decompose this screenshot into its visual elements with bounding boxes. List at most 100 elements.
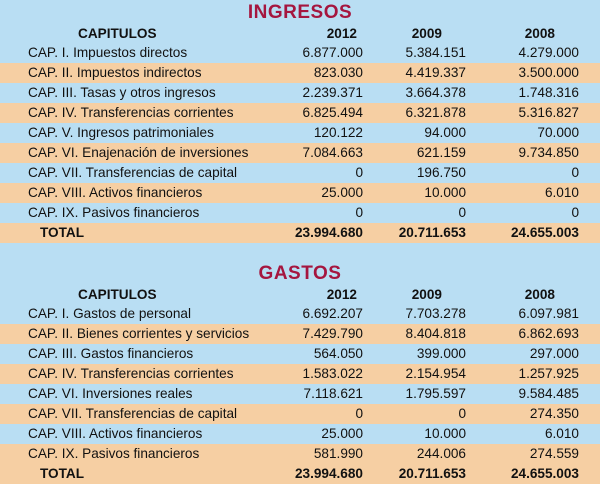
value-2008: 6.862.693 <box>518 326 579 341</box>
row-label: CAP. IV. Transferencias corrientes <box>28 366 234 381</box>
row-label: CAP. I. Impuestos directos <box>28 45 188 60</box>
header-2009: 2009 <box>411 287 442 302</box>
value-2008: 0 <box>571 205 579 220</box>
table-row: CAP. VIII. Activos financieros 25.000 10.0… <box>0 424 600 444</box>
value-2012: 7.118.621 <box>303 386 363 401</box>
value-2009: 8.404.818 <box>405 326 466 341</box>
total-2009: 20.711.653 <box>398 466 466 481</box>
table-row: CAP. V. Ingresos patrimoniales 120.122 94.… <box>0 123 600 143</box>
table-row: CAP. IV. Transferencias corrientes 6.825.… <box>0 103 600 123</box>
value-2009: 2.154.954 <box>405 366 466 381</box>
value-2009: 196.750 <box>416 165 466 180</box>
value-2012: 0 <box>355 406 363 421</box>
value-2009: 621.159 <box>416 145 466 160</box>
row-label: CAP. III. Tasas y otros ingresos <box>28 85 216 100</box>
value-2009: 0 <box>458 406 466 421</box>
value-2008: 6.010 <box>544 426 579 441</box>
value-2009: 399.000 <box>416 346 466 361</box>
header-2009: 2009 <box>411 26 442 41</box>
value-2008: 6.010 <box>544 185 579 200</box>
value-2012: 6.692.207 <box>302 306 363 321</box>
row-label: CAP. VI. Enajenación de inversiones <box>28 145 249 160</box>
row-label: CAP. II. Bienes corrientes y servicios <box>28 326 250 341</box>
total-2008: 24.655.003 <box>510 466 579 481</box>
value-2008: 1.257.925 <box>518 366 579 381</box>
value-2012: 0 <box>355 165 363 180</box>
header-capitulos: CAPITULOS <box>78 26 157 41</box>
value-2008: 274.350 <box>529 406 579 421</box>
table-row: CAP. VIII. Activos financieros 25.000 10.0… <box>0 183 600 203</box>
total-2012: 23.994.680 <box>294 466 363 481</box>
table-row: CAP. IX. Pasivos financieros 581.990 244.0… <box>0 444 600 464</box>
row-label: CAP. II. Impuestos indirectos <box>28 65 202 80</box>
table-row: CAP. VII. Transferencias de capital 0 0 274… <box>0 404 600 424</box>
row-label: CAP. VI. Inversiones reales <box>28 386 193 401</box>
row-label: CAP. IX. Pasivos financieros <box>28 446 200 461</box>
table-row: CAP. VI. Inversiones reales 7.118.621 1.79… <box>0 384 600 404</box>
table-row: CAP. VI. Enajenación de inversiones 7.084… <box>0 143 600 163</box>
value-2012: 1.583.022 <box>302 366 363 381</box>
value-2009: 10.000 <box>424 185 466 200</box>
value-2008: 274.559 <box>529 446 579 461</box>
value-2009: 10.000 <box>424 426 466 441</box>
value-2012: 25.000 <box>321 426 363 441</box>
value-2012: 564.050 <box>313 346 363 361</box>
table-row: CAP. I. Impuestos directos 6.877.000 5.384… <box>0 43 600 63</box>
value-2009: 244.006 <box>416 446 466 461</box>
row-label: CAP. IX. Pasivos financieros <box>28 205 200 220</box>
table-row: CAP. II. Bienes corrientes y servicios 7.… <box>0 324 600 344</box>
value-2009: 7.703.278 <box>405 306 466 321</box>
table-row: CAP. IV. Transferencias corrientes 1.583.… <box>0 364 600 384</box>
gastos-title: GASTOS <box>258 263 342 284</box>
row-label: CAP. IV. Transferencias corrientes <box>28 105 234 120</box>
value-2008: 297.000 <box>529 346 579 361</box>
value-2012: 7.084.663 <box>302 145 363 160</box>
value-2008: 3.500.000 <box>518 65 579 80</box>
header-2012: 2012 <box>326 26 357 41</box>
header-2012: 2012 <box>326 287 357 302</box>
row-label: CAP. V. Ingresos patrimoniales <box>28 125 214 140</box>
table-row: CAP. VII. Transferencias de capital 0 196.… <box>0 163 600 183</box>
value-2012: 6.877.000 <box>302 45 363 60</box>
value-2012: 2.239.371 <box>302 85 363 100</box>
total-2009: 20.711.653 <box>398 225 466 240</box>
value-2009: 3.664.378 <box>405 85 466 100</box>
value-2008: 9.584.485 <box>518 386 579 401</box>
total-2008: 24.655.003 <box>510 225 579 240</box>
value-2012: 6.825.494 <box>302 105 363 120</box>
gastos-total-row: TOTAL 23.994.680 20.711.653 24.655.003 <box>0 464 600 484</box>
value-2009: 6.321.878 <box>405 105 466 120</box>
table-row: CAP. III. Tasas y otros ingresos 2.239.37… <box>0 83 600 103</box>
table-row: CAP. IX. Pasivos financieros 0 0 0 <box>0 203 600 223</box>
value-2008: 6.097.981 <box>518 306 579 321</box>
value-2009: 5.384.151 <box>405 45 466 60</box>
header-2008: 2008 <box>524 287 555 302</box>
value-2008: 4.279.000 <box>518 45 579 60</box>
value-2009: 1.795.597 <box>405 386 466 401</box>
row-label: CAP. I. Gastos de personal <box>28 306 191 321</box>
header-2008: 2008 <box>524 26 555 41</box>
value-2012: 120.122 <box>313 125 363 140</box>
value-2008: 5.316.827 <box>518 105 579 120</box>
value-2009: 94.000 <box>424 125 466 140</box>
value-2009: 4.419.337 <box>405 65 466 80</box>
value-2008: 1.748.316 <box>518 85 579 100</box>
ingresos-total-row: TOTAL 23.994.680 20.711.653 24.655.003 <box>0 223 600 243</box>
table-row: CAP. II. Impuestos indirectos 823.030 4.41… <box>0 63 600 83</box>
header-capitulos: CAPITULOS <box>78 287 157 302</box>
row-label: CAP. VIII. Activos financieros <box>28 185 203 200</box>
total-2012: 23.994.680 <box>294 225 363 240</box>
ingresos-title: INGRESOS <box>247 2 353 23</box>
table-row: CAP. I. Gastos de personal 6.692.207 7.703… <box>0 304 600 324</box>
row-label: CAP. VII. Transferencias de capital <box>28 406 238 421</box>
row-label: CAP. VIII. Activos financieros <box>28 426 203 441</box>
value-2009: 0 <box>458 205 466 220</box>
value-2012: 581.990 <box>313 446 363 461</box>
total-label: TOTAL <box>40 466 85 481</box>
ingresos-section: INGRESOS CAPITULOS 2012 2009 2008 CAP. I… <box>0 2 600 243</box>
table-row: CAP. III. Gastos financieros 564.050 399.0… <box>0 344 600 364</box>
value-2012: 7.429.790 <box>302 326 363 341</box>
ingresos-header-row: CAPITULOS 2012 2009 2008 <box>0 24 600 43</box>
value-2012: 823.030 <box>313 65 363 80</box>
value-2008: 70.000 <box>537 125 579 140</box>
